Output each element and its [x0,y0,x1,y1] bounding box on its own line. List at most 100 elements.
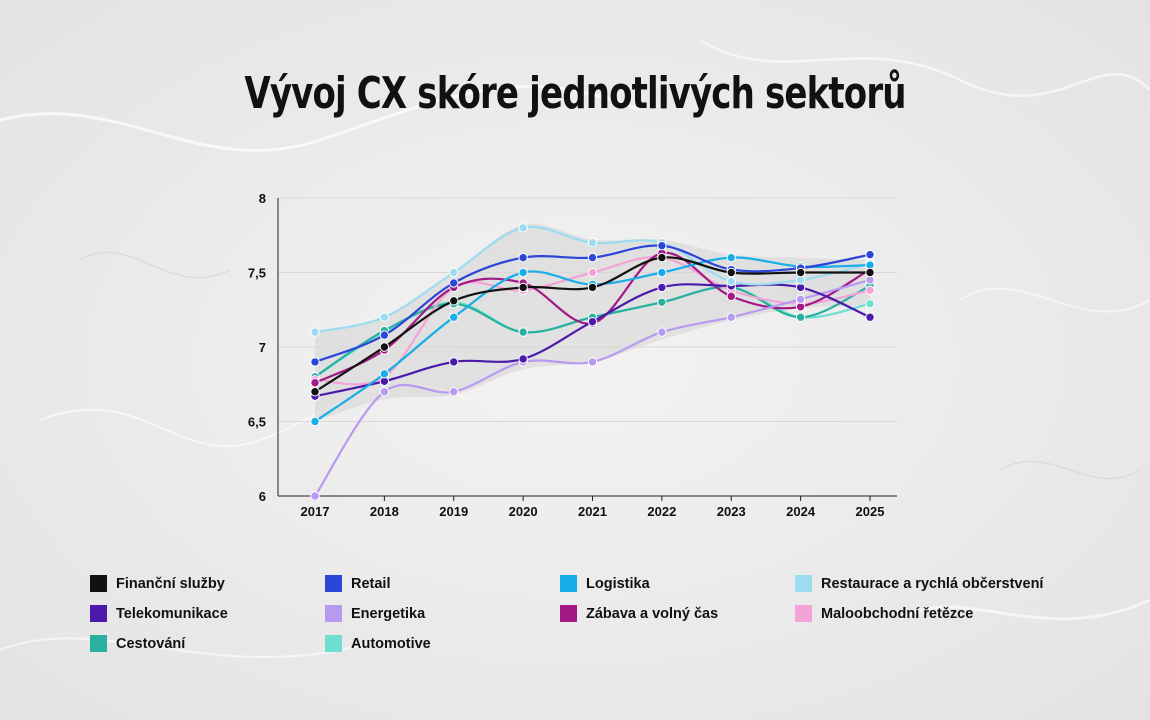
data-point [726,291,736,302]
y-tick-label: 6 [259,489,266,504]
data-point [726,252,736,263]
data-point [449,387,459,397]
legend-label: Zábava a volný čas [586,605,719,622]
data-point [726,312,736,322]
data-point [518,282,528,293]
legend-swatch [90,605,107,622]
data-point [518,223,528,233]
data-point [657,327,667,337]
legend-label: Logistika [586,575,650,592]
data-point [449,278,459,288]
legend-label: Finanční služby [116,575,225,592]
legend-swatch [325,575,342,592]
data-point [379,330,390,340]
y-tick-label: 7 [259,340,266,355]
x-tick-label: 2022 [647,504,676,519]
data-point [310,357,320,367]
x-tick-label: 2023 [717,504,746,519]
legend-item: Telekomunikace [90,605,228,622]
data-point [657,252,667,263]
y-tick-label: 8 [259,191,266,206]
legend-swatch [795,605,812,622]
legend-swatch [560,575,577,592]
x-tick-label: 2025 [856,504,885,519]
data-point [865,312,875,322]
data-point [865,299,875,309]
legend-label: Automotive [351,635,431,652]
legend-item: Maloobchodní řetězce [795,605,973,622]
data-point [795,294,806,305]
data-point [310,327,320,337]
legend-label: Retail [351,575,391,592]
legend-item: Logistika [560,575,650,592]
series-layer [310,223,875,501]
legend-swatch [560,605,577,622]
y-tick-label: 7,5 [248,266,266,281]
legend-swatch [325,605,342,622]
legend-item: Cestování [90,635,185,652]
data-point [726,267,736,278]
data-point [518,267,528,278]
legend-swatch [795,575,812,592]
data-point [795,312,806,322]
data-point [379,369,390,379]
legend-label: Restaurace a rychlá občerstvení [821,575,1044,592]
legend-item: Automotive [325,635,431,652]
data-point [587,282,598,293]
legend-item: Restaurace a rychlá občerstvení [795,575,1043,592]
data-point [449,357,459,367]
data-point [587,316,598,327]
data-point [379,312,390,322]
legend-label: Cestování [116,635,186,652]
data-point [518,252,528,263]
legend-swatch [90,575,107,592]
data-point [795,267,806,278]
data-point [518,327,528,337]
data-point [587,267,598,278]
legend-label: Energetika [351,605,426,622]
data-point [587,357,598,367]
data-point [379,342,390,352]
data-point [310,387,320,397]
data-point [657,240,667,251]
data-point [587,252,598,263]
x-tick-label: 2017 [301,504,330,519]
data-point [657,267,667,278]
legend-swatch [325,635,342,652]
data-point [657,297,667,307]
series-group [310,252,875,397]
x-tick-label: 2024 [786,504,816,519]
data-point [726,276,736,287]
legend-label: Telekomunikace [116,605,228,622]
legend-item: Zábava a volný čas [560,605,718,622]
x-tick-label: 2018 [370,504,399,519]
series-group [310,275,875,501]
series-group [310,281,875,401]
x-tick-label: 2021 [578,504,607,519]
data-point [865,267,875,278]
data-point [449,296,459,306]
data-point [310,491,320,501]
data-point [865,285,875,296]
legend-swatch [90,635,107,652]
data-point [449,267,459,278]
legend-item: Energetika [325,605,425,622]
axis-layer: 6 6,5 7 7,5 8 2017 2018 2019 2020 2021 2022 2023 202… [248,191,897,519]
data-point [657,282,667,293]
y-tick-label: 6,5 [248,415,266,430]
x-tick-label: 2020 [509,504,538,519]
data-point [587,238,598,248]
legend-item: Retail [325,575,391,592]
data-point [865,249,875,260]
data-point [379,387,390,397]
x-tick-label: 2019 [439,504,468,519]
data-point [310,416,320,427]
data-point [449,312,459,322]
legend-label: Maloobchodní řetězce [821,605,974,622]
data-point [518,354,528,364]
data-point [310,378,320,388]
legend-item: Finanční služby [90,575,225,592]
page-title: Vývoj CX skóre jednotlivých sektorů [244,68,906,119]
